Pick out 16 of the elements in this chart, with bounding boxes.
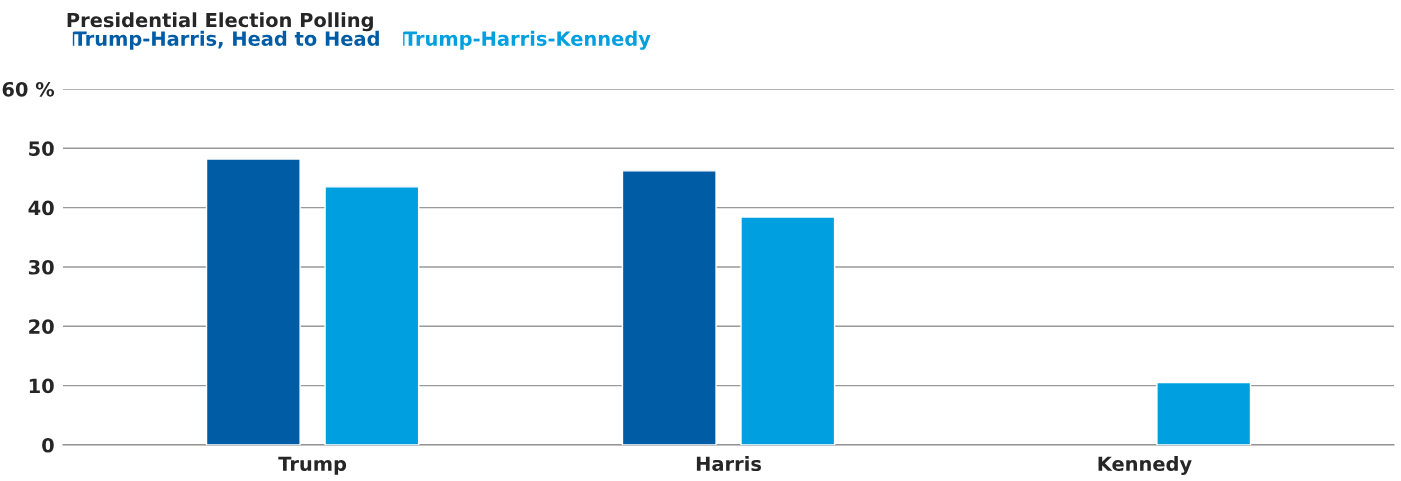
bar: [205, 158, 301, 445]
legend-label: Trump-Harris-Kennedy: [403, 30, 651, 50]
y-tick-label: 10: [29, 378, 54, 394]
x-tick-label: Harris: [696, 456, 762, 472]
bar: [1156, 381, 1252, 445]
x-tick-label: Trump: [278, 456, 347, 475]
bar: [740, 216, 836, 445]
y-tick-label: 50: [29, 141, 54, 156]
bar: [621, 170, 717, 445]
bar: [324, 186, 420, 445]
y-tick-label: 0: [42, 437, 54, 453]
y-tick-label: 30: [28, 259, 54, 275]
y-tick-label: 20: [29, 319, 54, 334]
y-tick-label: 60 %: [2, 81, 55, 97]
y-tick-label: 40: [28, 200, 54, 216]
x-tick-label: Kennedy: [1098, 456, 1192, 476]
